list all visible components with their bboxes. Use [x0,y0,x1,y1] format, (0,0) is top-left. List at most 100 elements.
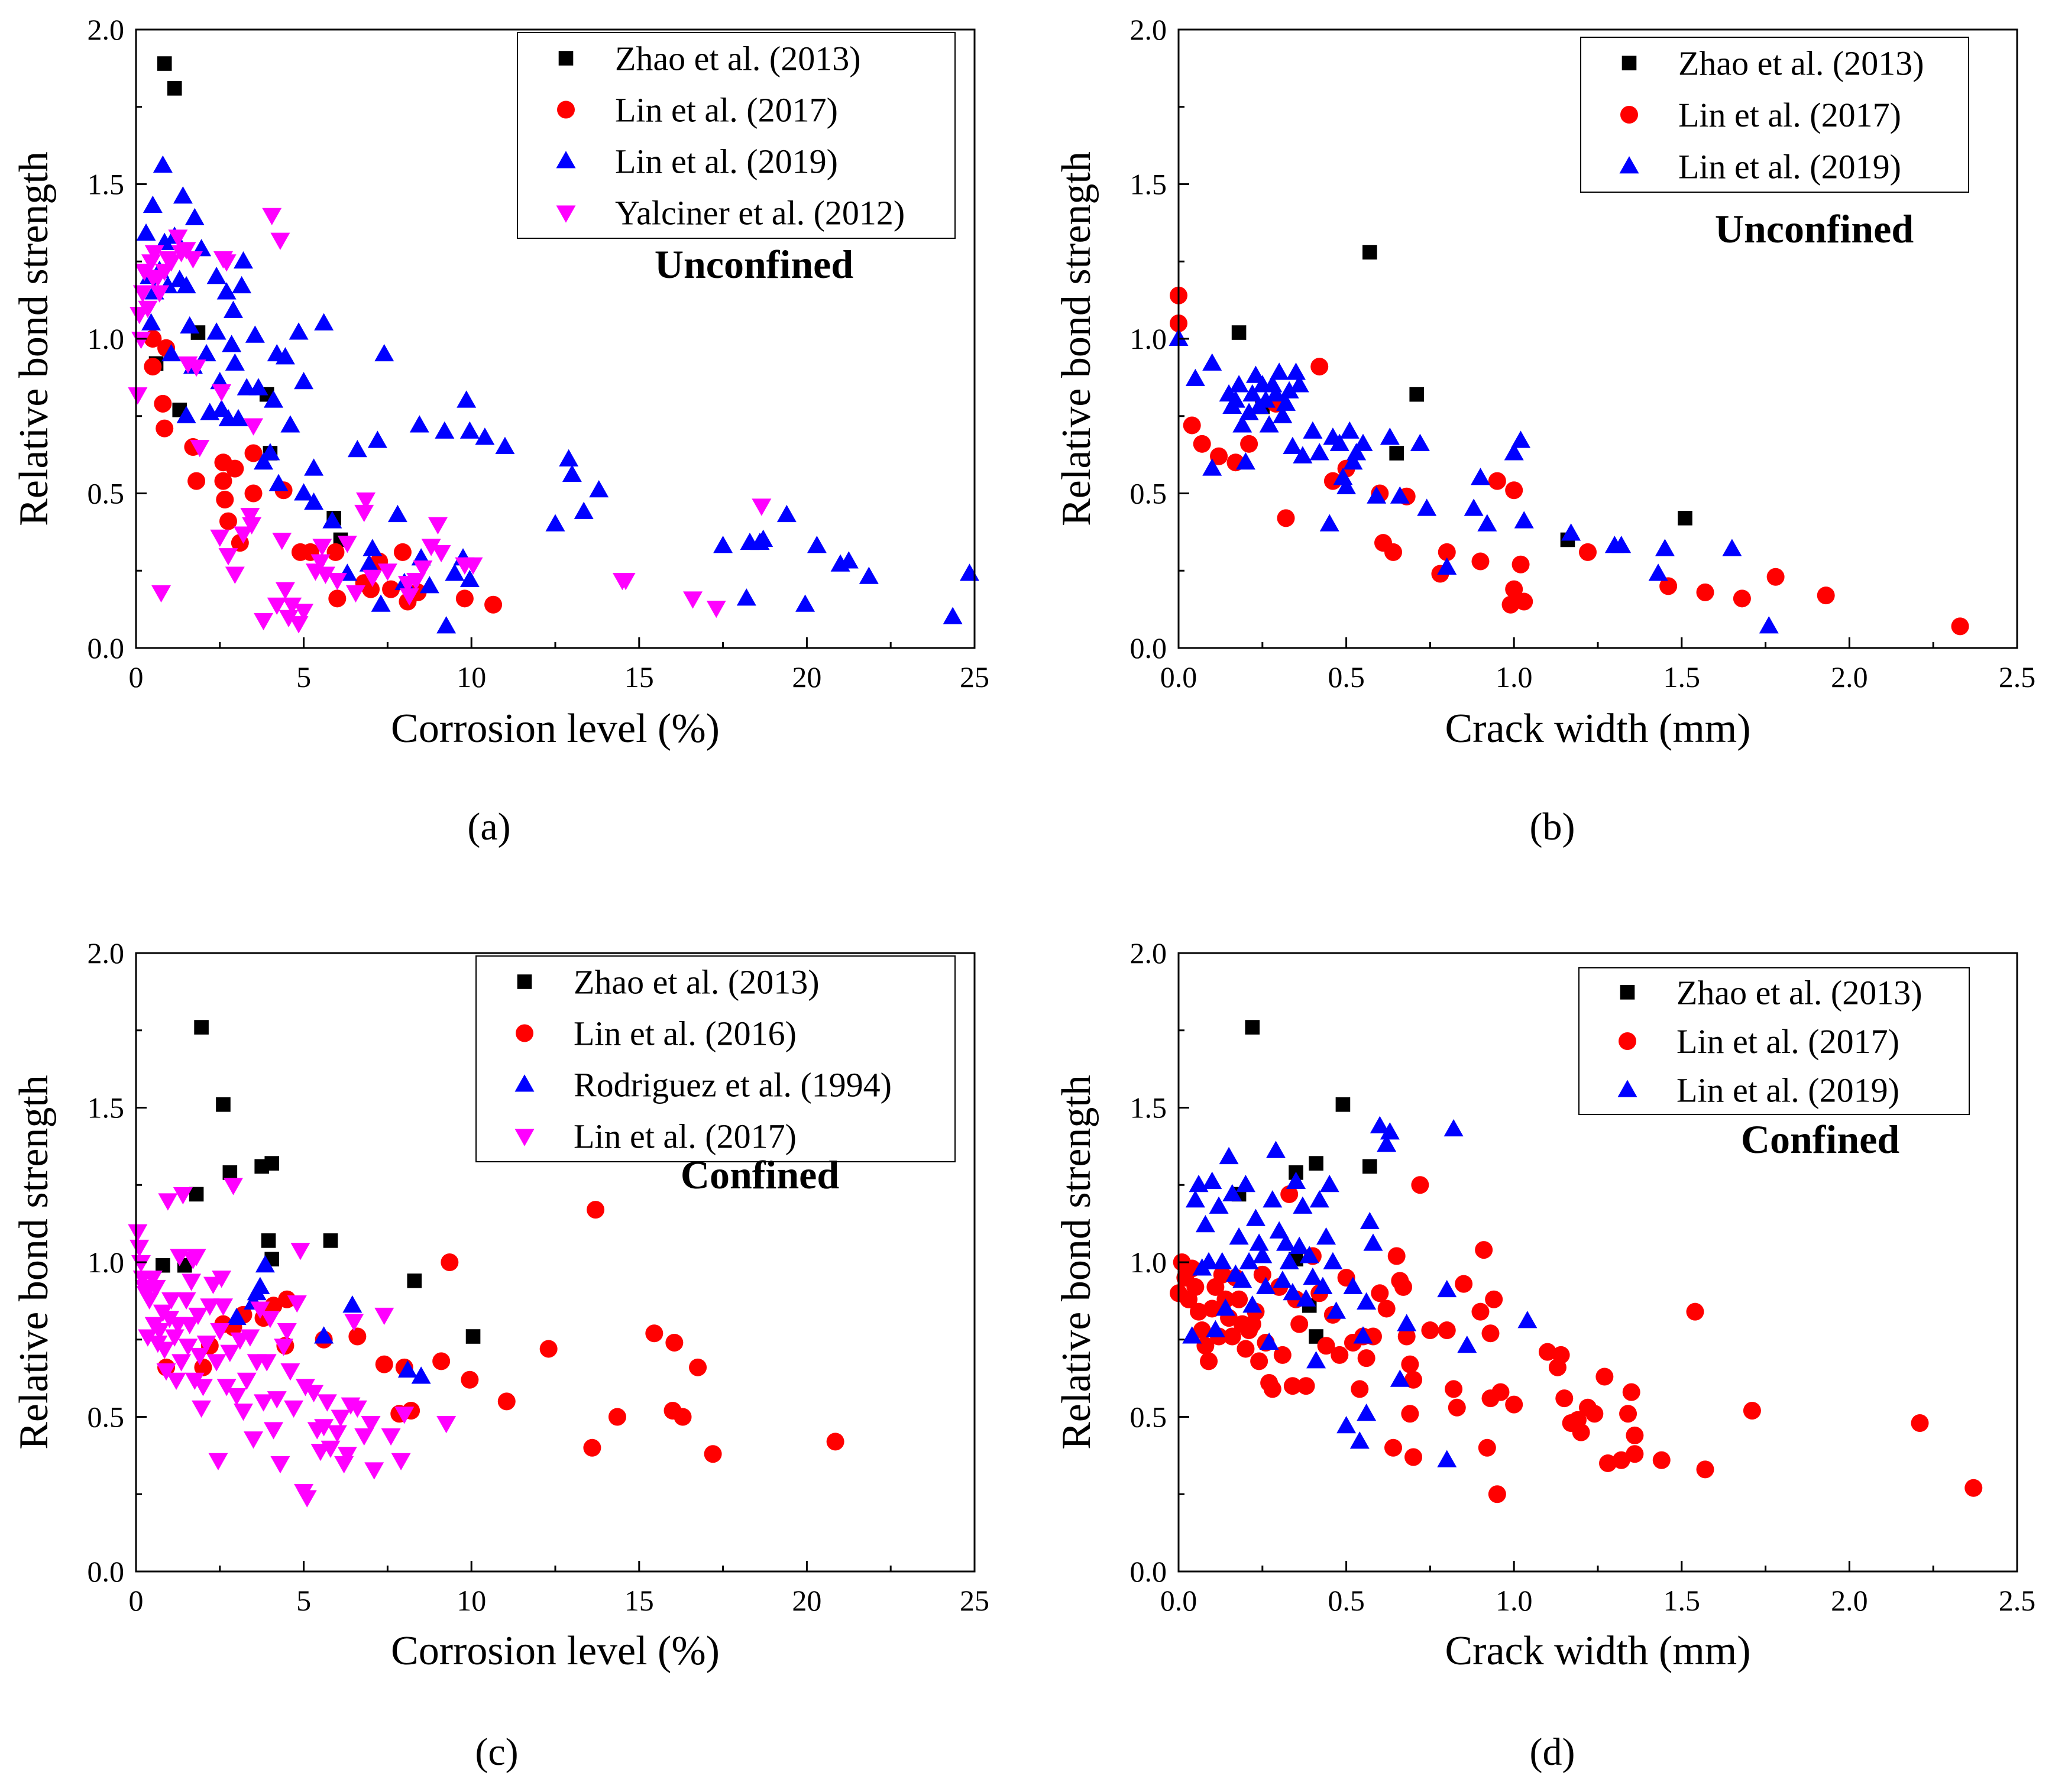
legend-marker [1620,106,1638,124]
data-point [1186,1278,1205,1296]
data-point [289,322,309,340]
data-point [1443,1119,1464,1137]
data-point [304,458,324,476]
data-point [280,1363,300,1381]
data-point [208,1453,228,1470]
chart-d-markers [1170,1020,1983,1503]
data-point [704,1445,722,1463]
legend-marker [558,51,574,66]
data-point [1239,403,1259,420]
data-point [1485,1290,1503,1308]
y-tick-label: 0.0 [1130,631,1167,665]
data-point [225,353,245,371]
data-point [1380,1122,1400,1140]
data-point [190,440,210,458]
data-point [176,276,196,294]
data-point [304,1385,324,1402]
chart-b-markers [1169,245,1969,636]
data-point [562,464,582,482]
data-point [1276,393,1296,411]
data-point [1183,416,1201,435]
y-axis-title: Relative bond strength [11,1075,57,1450]
data-point [407,1273,422,1288]
legend-label: Lin et al. (2016) [574,1015,797,1053]
data-point [234,251,254,269]
data-point [161,1292,182,1310]
legend-box [1578,967,1970,1115]
data-point [279,610,299,627]
data-point [1293,446,1313,464]
data-point [223,1178,243,1195]
data-point [776,504,797,523]
data-point [1599,1454,1617,1472]
x-tick-label: 2.0 [1831,1584,1868,1617]
data-point [1229,375,1249,393]
data-point [1230,1290,1248,1308]
data-point [262,208,282,226]
data-point [1360,1211,1380,1230]
data-point [1269,362,1289,380]
data-point [413,560,433,578]
data-point [151,585,171,603]
data-point [264,390,284,408]
data-point [188,1307,208,1326]
data-point [315,566,335,584]
data-point [1964,1479,1983,1497]
data-point [1733,589,1751,608]
data-point [206,322,226,340]
data-point [1250,1352,1268,1370]
data-point [587,1201,605,1219]
data-point [250,1301,270,1319]
data-point [1210,447,1228,465]
data-point [1343,1276,1363,1294]
data-point [1515,592,1533,611]
chart-annotation: Unconfined [655,242,853,287]
data-point [826,1433,844,1451]
data-point [1626,1445,1644,1463]
data-point [1488,1485,1506,1503]
x-tick-label: 10 [457,1584,486,1617]
data-point [297,1490,317,1508]
data-point [1394,1278,1413,1296]
data-point [752,498,772,516]
data-point [264,1422,284,1440]
data-point [1384,543,1403,561]
chart-c: 0 5 10 15 20 25 0.0 0.5 1.0 1.5 2.0 Corrosion level… [11,936,989,1774]
chart-b: 0.0 0.5 1.0 1.5 2.0 2.5 0.0 0.5 1.0 1.5 2.0 Crack w… [1054,13,2035,848]
x-tick-label: 0.5 [1328,660,1365,694]
data-point [274,1339,294,1356]
data-point [250,1276,270,1294]
data-point [183,251,203,269]
data-point [206,267,226,284]
data-point [196,1335,216,1353]
data-point [1678,511,1692,526]
data-point [1335,1097,1351,1112]
data-point [234,1404,254,1421]
data-point [1196,1337,1215,1355]
x-tick-label: 2.5 [1999,660,2036,694]
y-tick-label: 0.0 [1130,1555,1167,1588]
data-point [1578,543,1597,561]
data-point [1273,1346,1292,1364]
y-tick-label: 1.5 [88,1091,125,1125]
data-point [216,282,237,300]
x-tick-label: 20 [792,660,821,694]
data-point [131,1255,151,1273]
data-point [1232,1271,1252,1288]
chart-annotation: Confined [1741,1117,1899,1162]
data-point [138,1329,158,1347]
data-point [1438,1321,1456,1340]
data-point [213,1298,233,1316]
legend-label: Lin et al. (2019) [615,142,838,181]
data-point [275,347,295,365]
data-point [1501,595,1520,614]
data-point [280,415,300,433]
data-point [1357,1292,1377,1310]
data-point [354,504,374,523]
data-point [1343,452,1363,470]
data-point [1252,1246,1273,1263]
data-point [1817,586,1835,605]
data-point [182,1273,202,1291]
data-point [1249,1233,1269,1251]
